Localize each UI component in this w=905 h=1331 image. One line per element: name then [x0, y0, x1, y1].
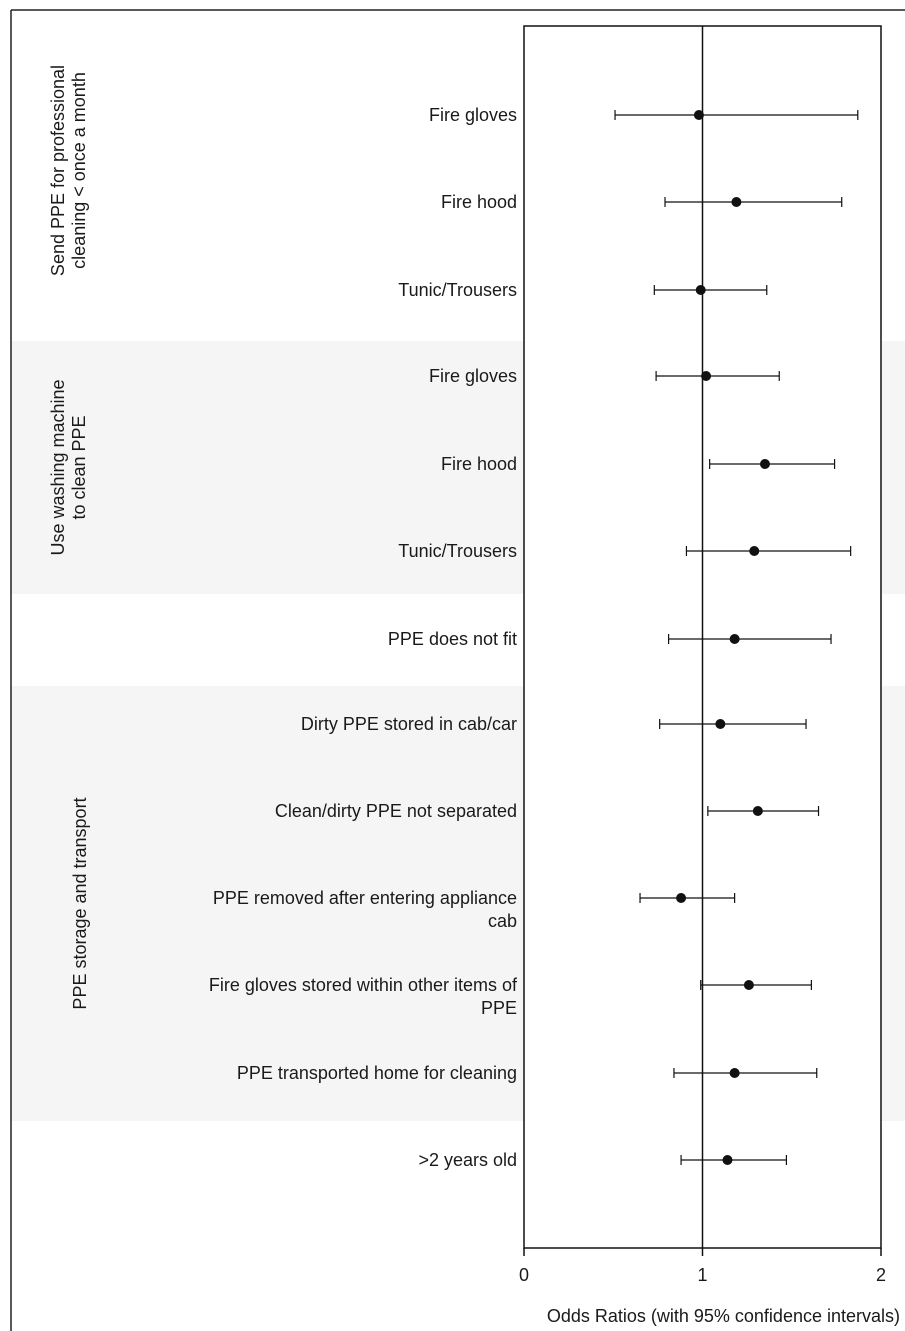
row-label-line: PPE does not fit	[388, 629, 517, 649]
odds-ratio-point	[729, 634, 740, 644]
odds-ratio-point	[701, 371, 712, 381]
odds-ratio-point	[715, 719, 726, 729]
row-label: Tunic/Trousers	[398, 541, 517, 561]
row-label: Tunic/Trousers	[398, 280, 517, 300]
row-label: Fire gloves	[429, 366, 517, 386]
row-label: Fire hood	[441, 192, 517, 212]
odds-ratio-point	[752, 806, 763, 816]
group-label-line: Send PPE for professional	[48, 65, 68, 276]
row-label: PPE does not fit	[388, 629, 517, 649]
x-axis-title: Odds Ratios (with 95% confidence interva…	[547, 1306, 900, 1326]
row-label-line: Fire hood	[441, 192, 517, 212]
group-label: Send PPE for professionalcleaning < once…	[48, 65, 89, 276]
row-label-line: >2 years old	[418, 1150, 517, 1170]
row-label-line: PPE	[481, 998, 517, 1018]
x-tick-label: 2	[876, 1265, 886, 1285]
odds-ratio-point	[743, 980, 754, 990]
x-tick-label: 0	[519, 1265, 529, 1285]
row-label-line: Tunic/Trousers	[398, 280, 517, 300]
row-label-line: Dirty PPE stored in cab/car	[301, 714, 517, 734]
group-label-line: PPE storage and transport	[70, 797, 90, 1009]
row-label-line: Tunic/Trousers	[398, 541, 517, 561]
row-label-line: Fire gloves	[429, 105, 517, 125]
row-label: Fire hood	[441, 454, 517, 474]
row-label-line: Fire gloves stored within other items of	[209, 975, 518, 995]
odds-ratio-point	[693, 110, 704, 120]
group-label-line: cleaning < once a month	[69, 72, 89, 269]
row-label-line: Fire hood	[441, 454, 517, 474]
row-label: >2 years old	[418, 1150, 517, 1170]
odds-ratio-point	[676, 893, 687, 903]
odds-ratio-point	[729, 1068, 740, 1078]
odds-ratio-point	[749, 546, 760, 556]
row-label: Clean/dirty PPE not separated	[275, 801, 517, 821]
row-label-line: Clean/dirty PPE not separated	[275, 801, 517, 821]
x-tick-label: 1	[697, 1265, 707, 1285]
group-label-line: to clean PPE	[69, 415, 89, 519]
row-label: Fire gloves	[429, 105, 517, 125]
row-label-line: Fire gloves	[429, 366, 517, 386]
group-label-line: Use washing machine	[48, 379, 68, 555]
odds-ratio-point	[722, 1155, 733, 1165]
odds-ratio-point	[759, 459, 770, 469]
odds-ratio-point	[731, 197, 742, 207]
row-label: Fire gloves stored within other items of…	[209, 975, 518, 1018]
group-label: Use washing machineto clean PPE	[48, 379, 89, 555]
odds-ratio-point	[695, 285, 706, 295]
row-label: PPE transported home for cleaning	[237, 1063, 517, 1083]
row-label-line: PPE removed after entering appliance	[213, 888, 517, 908]
row-label: Dirty PPE stored in cab/car	[301, 714, 517, 734]
row-label: PPE removed after entering appliance cab	[213, 888, 517, 931]
row-label-line: cab	[488, 911, 517, 931]
group-label: PPE storage and transport	[70, 797, 90, 1009]
row-label-line: PPE transported home for cleaning	[237, 1063, 517, 1083]
